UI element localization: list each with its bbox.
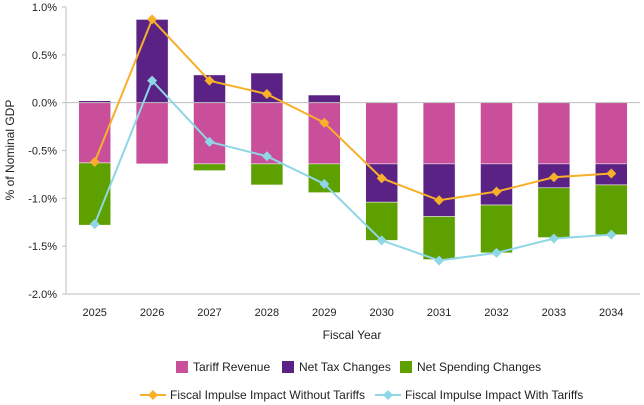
point-fiscal-impulse-impact-without-tariffs [147,14,158,25]
x-tick-label: 2025 [82,307,106,319]
legend-label-tariff-revenue: Tariff Revenue [193,360,270,374]
x-axis-ticks: 2025 2026 2027 2028 2029 2030 2031 2032 2033 2034 [82,307,623,319]
y-tick-label: 0.5% [32,50,57,62]
bar-net-spending-changes [537,187,571,238]
point-fiscal-impulse-impact-without-tariffs [606,168,617,179]
x-tick-label: 2030 [369,307,393,319]
bar-tariff-revenue [480,102,513,165]
y-tick-label: -1.0% [28,193,57,205]
point-fiscal-impulse-impact-with-tariffs [548,233,559,244]
legend-marker-fiscal-impulse-impact-without-tariffs [148,390,158,400]
y-tick-label: -0.5% [28,146,57,158]
legend-marker-fiscal-impulse-impact-with-tariffs [383,390,393,400]
point-fiscal-impulse-impact-with-tariffs [204,136,215,147]
x-tick-label: 2034 [599,307,623,319]
point-fiscal-impulse-impact-without-tariffs [261,89,272,100]
point-fiscal-impulse-impact-with-tariffs [89,219,100,230]
point-fiscal-impulse-impact-with-tariffs [434,255,445,266]
bar-net-spending-changes [480,204,513,254]
x-tick-label: 2032 [484,307,508,319]
point-fiscal-impulse-impact-without-tariffs [491,186,502,197]
y-tick-label: -1.5% [28,241,57,253]
x-tick-label: 2029 [312,307,336,319]
bar-tariff-revenue [365,102,398,165]
bar-net-spending-changes [422,216,456,260]
point-fiscal-impulse-impact-with-tariffs [376,235,387,246]
bar-net-tax-changes [480,163,513,206]
bar-net-tax-changes [422,163,456,217]
y-tick-label: 1.0% [32,2,57,14]
legend-swatch-net-tax-changes [282,361,294,373]
legend-swatch-net-spending-changes [400,361,412,373]
point-fiscal-impulse-impact-without-tariffs [548,172,559,183]
point-fiscal-impulse-impact-without-tariffs [204,75,215,86]
bar-tariff-revenue [135,102,169,165]
legend: Tariff Revenue Net Tax Changes Net Spendin… [140,360,583,402]
point-fiscal-impulse-impact-without-tariffs [376,173,387,184]
legend-label-net-tax-changes: Net Tax Changes [299,360,391,374]
legend-label-fiscal-impulse-impact-with-tariffs: Fiscal Impulse Impact With Tariffs [405,388,583,402]
point-fiscal-impulse-impact-without-tariffs [319,117,330,128]
line-series-layer [89,14,617,266]
point-fiscal-impulse-impact-with-tariffs [606,229,617,240]
bar-tariff-revenue [537,102,571,165]
bar-tariff-revenue [193,102,226,165]
point-fiscal-impulse-impact-with-tariffs [319,178,330,189]
point-fiscal-impulse-impact-without-tariffs [434,195,445,206]
x-tick-label: 2028 [255,307,279,319]
bar-net-tax-changes [308,94,341,103]
point-fiscal-impulse-impact-with-tariffs [491,247,502,258]
y-tick-label: 0.0% [32,98,57,110]
point-fiscal-impulse-impact-with-tariffs [261,151,272,162]
y-axis-ticks: 1.0% 0.5% 0.0% -0.5% -1.0% -1.5% -2.0% [28,2,66,301]
bar-net-spending-changes [365,201,398,241]
bar-tariff-revenue [78,102,111,164]
legend-swatch-tariff-revenue [176,361,188,373]
point-fiscal-impulse-impact-with-tariffs [147,75,158,86]
point-fiscal-impulse-impact-without-tariffs [89,156,100,167]
x-axis-title: Fiscal Year [323,328,382,342]
x-tick-label: 2031 [427,307,451,319]
bar-net-spending-changes [193,163,226,171]
bar-series-layer [78,19,628,260]
x-tick-label: 2027 [197,307,221,319]
bar-net-spending-changes [250,163,284,186]
bar-tariff-revenue [422,102,456,165]
line-fiscal-impulse-impact-with-tariffs [93,78,612,262]
x-tick-label: 2026 [140,307,164,319]
y-axis-title: % of Nominal GDP [3,100,17,201]
legend-label-net-spending-changes: Net Spending Changes [417,360,541,374]
y-tick-label: -2.0% [28,289,57,301]
bar-tariff-revenue [595,102,628,165]
bar-net-spending-changes [595,184,628,235]
x-tick-label: 2033 [542,307,566,319]
legend-label-fiscal-impulse-impact-without-tariffs: Fiscal Impulse Impact Without Tariffs [170,388,365,402]
line-fiscal-impulse-impact-without-tariffs [93,17,612,202]
